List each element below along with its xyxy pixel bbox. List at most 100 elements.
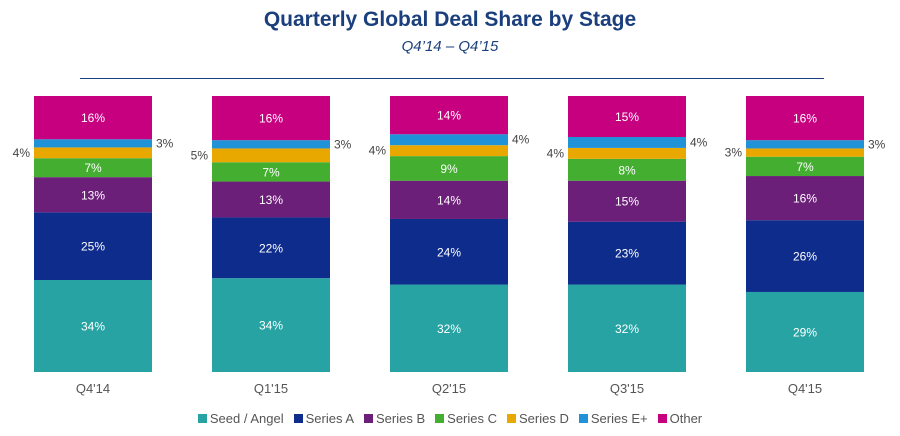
x-tick-label: Q3'15 (610, 381, 644, 396)
legend-swatch (293, 414, 303, 423)
bar-segment-series-d (568, 147, 686, 159)
data-label: 4% (512, 133, 530, 147)
data-label: 3% (156, 136, 174, 150)
bar-segment-other (746, 96, 864, 141)
data-label: 34% (259, 319, 283, 333)
data-label: 4% (547, 146, 565, 160)
legend-label: Series A (305, 411, 355, 426)
bar-segment-series-e- (746, 140, 864, 149)
data-label: 9% (440, 162, 458, 176)
data-label: 16% (81, 111, 105, 125)
bar-segment-series-d (212, 148, 330, 163)
data-label: 23% (615, 247, 639, 261)
bar-segment-other (390, 96, 508, 135)
legend-label: Other (669, 411, 703, 426)
chart-title: Quarterly Global Deal Share by Stage (263, 8, 637, 31)
legend-item: Series D (507, 411, 569, 426)
legend-item: Series B (364, 411, 425, 426)
bar-segment-series-e- (568, 136, 686, 148)
x-tick-label: Q1'15 (254, 381, 288, 396)
legend-label: Series C (447, 411, 498, 426)
bar-segment-series-d (746, 148, 864, 157)
data-label: 14% (437, 109, 461, 123)
bar-segment-series-b (390, 180, 508, 219)
data-label: 24% (437, 245, 461, 259)
bar-segment-seed-angel (212, 278, 330, 372)
title-divider (80, 78, 824, 79)
legend-swatch (197, 414, 207, 423)
data-label: 15% (615, 195, 639, 209)
bar-segment-series-a (746, 220, 864, 292)
bar-segment-seed-angel (568, 284, 686, 372)
legend-swatch (578, 414, 588, 423)
legend-swatch (435, 414, 445, 423)
bar-segment-series-c (34, 158, 152, 178)
bar-segment-series-e- (212, 140, 330, 149)
data-label: 3% (725, 146, 743, 160)
data-label: 16% (793, 112, 817, 126)
x-tick-label: Q2'15 (432, 381, 466, 396)
data-label: 7% (796, 160, 814, 174)
bar-segment-series-d (34, 147, 152, 159)
data-label: 29% (793, 325, 817, 339)
bar-segment-series-a (390, 218, 508, 285)
legend-item: Seed / Angel (197, 411, 284, 426)
data-label: 4% (690, 135, 708, 149)
bar-segment-other (34, 96, 152, 140)
legend-item: Series C (435, 411, 497, 426)
data-label: 16% (793, 192, 817, 206)
legend-swatch (657, 414, 667, 423)
data-label: 25% (81, 240, 105, 254)
bar-segment-series-c (746, 156, 864, 177)
legend-item: Other (657, 411, 703, 426)
bar-segment-series-a (34, 212, 152, 280)
data-label: 3% (334, 137, 352, 151)
bar-segment-other (568, 96, 686, 137)
data-label: 32% (437, 322, 461, 336)
bar-segment-series-a (212, 217, 330, 279)
data-label: 16% (259, 112, 283, 126)
legend-label: Series B (376, 411, 426, 426)
bar-segment-series-c (212, 162, 330, 182)
bar-segment-series-b (212, 181, 330, 218)
bar-segment-series-b (34, 177, 152, 213)
data-label: 26% (793, 250, 817, 264)
legend: Seed / Angel Series A Series B Series C Seri… (0, 411, 900, 426)
chart-subtitle: Q4’14 – Q4’15 (401, 38, 499, 55)
x-tick-label: Q4'15 (788, 381, 822, 396)
data-label: 32% (615, 322, 639, 336)
legend-label: Seed / Angel (209, 411, 284, 426)
data-label: 22% (259, 241, 283, 255)
bar-segment-series-e- (34, 139, 152, 148)
legend-item: Series A (293, 411, 355, 426)
legend-swatch (364, 414, 374, 423)
data-label: 14% (437, 193, 461, 207)
data-label: 13% (259, 193, 283, 207)
bar-segment-other (212, 96, 330, 141)
legend-item: Series E+ (578, 411, 648, 426)
data-label: 7% (84, 161, 102, 175)
bar-segment-series-a (568, 221, 686, 285)
data-label: 4% (369, 144, 387, 158)
data-label: 5% (191, 148, 209, 162)
data-label: 15% (615, 110, 639, 124)
x-tick-label: Q4'14 (76, 381, 110, 396)
data-label: 34% (81, 320, 105, 334)
legend-label: Series D (519, 411, 569, 426)
data-label: 8% (618, 163, 636, 177)
bar-segment-series-c (390, 156, 508, 181)
data-label: 4% (13, 146, 31, 160)
data-label: 3% (868, 137, 886, 151)
bar-segment-seed-angel (390, 284, 508, 372)
bar-segment-series-e- (390, 134, 508, 146)
bar-segment-series-c (568, 158, 686, 181)
bar-segment-series-d (390, 145, 508, 157)
bar-segment-series-b (746, 176, 864, 221)
bar-segment-seed-angel (34, 280, 152, 372)
data-label: 13% (81, 188, 105, 202)
data-label: 7% (262, 165, 280, 179)
legend-label: Series E+ (590, 411, 648, 426)
bar-segment-series-b (568, 180, 686, 222)
